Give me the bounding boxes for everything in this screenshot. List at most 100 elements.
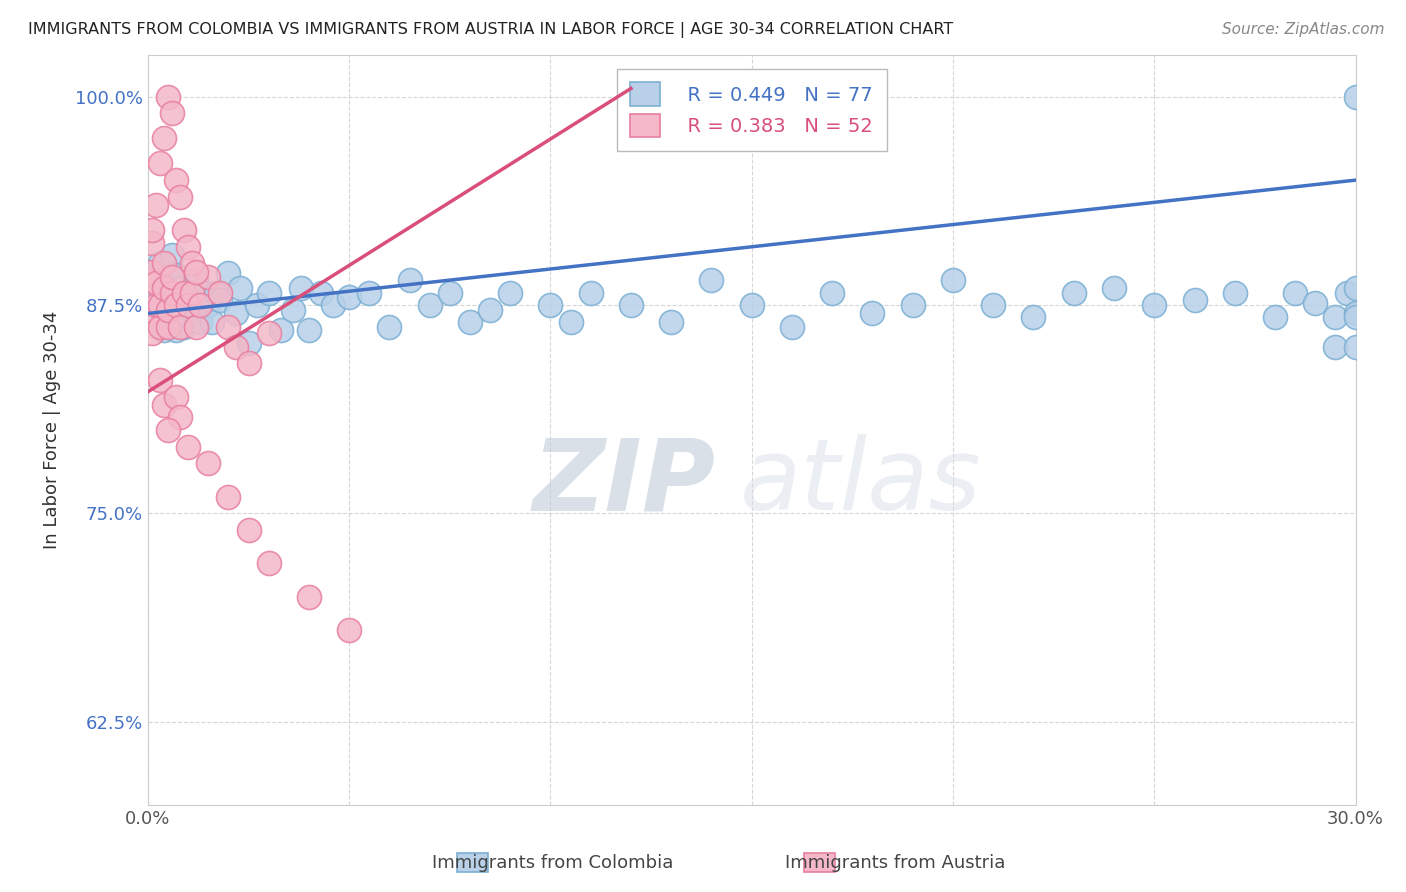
Point	[780, 319, 803, 334]
Point	[257, 286, 280, 301]
Point	[169, 409, 191, 424]
Point	[186, 310, 208, 324]
Point	[160, 106, 183, 120]
Point	[136, 273, 159, 287]
Point	[186, 319, 208, 334]
Point	[1344, 340, 1367, 354]
Point	[153, 398, 176, 412]
Text: ZIP: ZIP	[533, 434, 716, 531]
Point	[145, 298, 167, 312]
Point	[149, 156, 172, 170]
Point	[1184, 293, 1206, 307]
Point	[1264, 310, 1286, 324]
Point	[209, 286, 232, 301]
Point	[177, 240, 200, 254]
Point	[270, 323, 292, 337]
Point	[229, 281, 252, 295]
Point	[499, 286, 522, 301]
Point	[149, 298, 172, 312]
Point	[197, 269, 219, 284]
Point	[156, 319, 179, 334]
Point	[160, 269, 183, 284]
Point	[156, 306, 179, 320]
Point	[1063, 286, 1085, 301]
Point	[398, 273, 420, 287]
Point	[197, 457, 219, 471]
Point	[201, 315, 224, 329]
Point	[169, 281, 191, 295]
Point	[1303, 296, 1326, 310]
Point	[169, 319, 191, 334]
Point	[188, 315, 211, 329]
Point	[169, 190, 191, 204]
Point	[169, 298, 191, 312]
Point	[153, 281, 176, 295]
Point	[197, 298, 219, 312]
Point	[165, 173, 187, 187]
Point	[173, 306, 195, 320]
Y-axis label: In Labor Force | Age 30-34: In Labor Force | Age 30-34	[44, 311, 60, 549]
Point	[1344, 90, 1367, 104]
Point	[1344, 310, 1367, 324]
Point	[257, 557, 280, 571]
Point	[225, 306, 247, 320]
Point	[160, 286, 183, 301]
Point	[136, 306, 159, 320]
Point	[205, 286, 228, 301]
Point	[186, 265, 208, 279]
Point	[322, 298, 344, 312]
Point	[1102, 281, 1125, 295]
Point	[579, 286, 602, 301]
Point	[156, 90, 179, 104]
Point	[173, 286, 195, 301]
Point	[290, 281, 312, 295]
Point	[217, 490, 239, 504]
Point	[188, 298, 211, 312]
Point	[479, 303, 502, 318]
Point	[141, 236, 163, 251]
Point	[981, 298, 1004, 312]
Point	[439, 286, 461, 301]
Point	[257, 326, 280, 341]
Point	[156, 281, 179, 295]
Point	[337, 290, 360, 304]
Point	[1284, 286, 1306, 301]
Point	[217, 267, 239, 281]
Point	[149, 256, 172, 270]
Point	[862, 306, 884, 320]
Point	[741, 298, 763, 312]
Point	[153, 323, 176, 337]
Point	[165, 268, 187, 282]
Point	[177, 440, 200, 454]
Point	[177, 298, 200, 312]
Point	[901, 298, 924, 312]
Point	[156, 303, 179, 318]
Point	[238, 336, 260, 351]
Point	[177, 298, 200, 312]
Point	[141, 223, 163, 237]
Point	[538, 298, 561, 312]
Point	[153, 256, 176, 270]
Point	[165, 323, 187, 337]
Point	[173, 319, 195, 334]
Point	[141, 290, 163, 304]
Point	[700, 273, 723, 287]
Point	[149, 265, 172, 279]
Point	[145, 298, 167, 312]
Point	[160, 290, 183, 304]
Point	[173, 223, 195, 237]
Point	[298, 323, 321, 337]
Point	[245, 298, 267, 312]
Point	[149, 319, 172, 334]
Point	[942, 273, 965, 287]
Point	[620, 298, 643, 312]
Point	[281, 303, 304, 318]
Point	[193, 286, 215, 301]
Point	[1344, 281, 1367, 295]
Point	[181, 303, 204, 318]
Point	[145, 198, 167, 212]
Point	[659, 315, 682, 329]
Text: IMMIGRANTS FROM COLOMBIA VS IMMIGRANTS FROM AUSTRIA IN LABOR FORCE | AGE 30-34 C: IMMIGRANTS FROM COLOMBIA VS IMMIGRANTS F…	[28, 22, 953, 38]
Point	[1324, 310, 1347, 324]
Point	[419, 298, 441, 312]
